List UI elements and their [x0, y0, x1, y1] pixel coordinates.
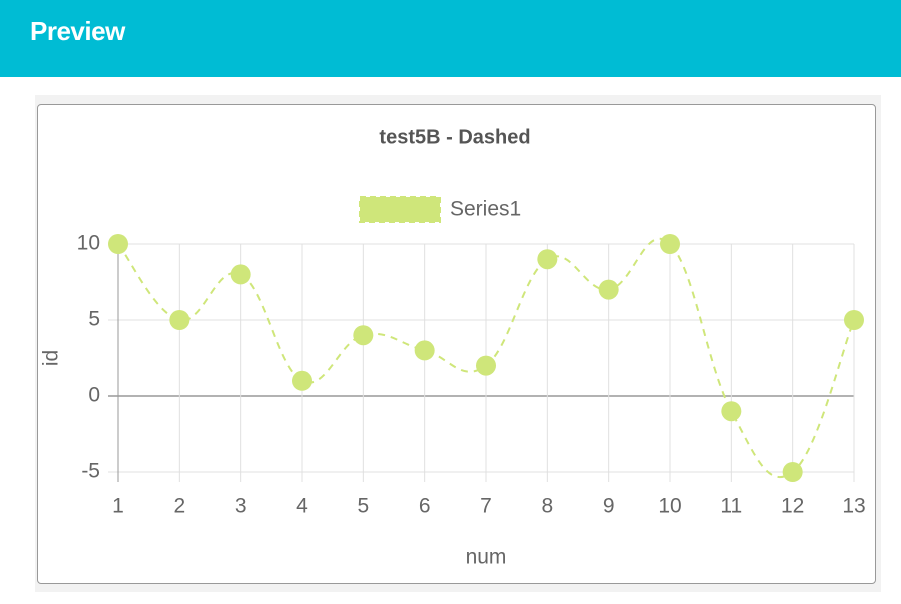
- data-point: [476, 355, 496, 376]
- chart-title: test5B - Dashed: [379, 126, 530, 148]
- x-tick-label: 11: [720, 495, 742, 518]
- x-tick-label: 1: [112, 495, 124, 518]
- y-tick-label: 10: [77, 232, 100, 255]
- data-point: [169, 310, 190, 330]
- header-title: Preview: [30, 16, 125, 46]
- data-point: [230, 264, 251, 285]
- preview-area: [35, 95, 881, 592]
- chart-panel: [37, 104, 876, 584]
- data-point: [292, 370, 312, 391]
- x-axis-label: num: [466, 546, 507, 569]
- data-point: [414, 340, 435, 361]
- header-bar: Preview: [0, 0, 901, 77]
- legend-label: Series1: [450, 198, 521, 221]
- x-tick-label: 2: [173, 495, 185, 518]
- x-tick-label: 12: [781, 495, 804, 518]
- y-tick-label: -5: [81, 460, 100, 483]
- data-point: [844, 310, 864, 330]
- x-tick-label: 3: [235, 495, 247, 518]
- series-line: [117, 237, 855, 479]
- y-tick-label: 0: [88, 384, 100, 407]
- x-tick-label: 4: [296, 495, 308, 518]
- x-tick-label: 6: [419, 495, 431, 518]
- x-tick-label: 9: [603, 495, 615, 518]
- legend-swatch: [359, 196, 441, 223]
- data-point: [108, 234, 128, 254]
- data-point: [598, 279, 619, 300]
- y-tick-label: 5: [88, 308, 100, 331]
- y-axis-label: id: [40, 350, 63, 366]
- x-tick-label: 13: [842, 495, 865, 518]
- data-point: [537, 249, 558, 270]
- x-tick-label: 5: [357, 495, 369, 518]
- data-point: [353, 325, 374, 346]
- x-tick-label: 7: [480, 495, 492, 518]
- data-point: [721, 401, 742, 422]
- data-point: [660, 234, 680, 254]
- data-point: [782, 462, 803, 482]
- x-tick-label: 10: [658, 495, 681, 518]
- x-tick-label: 8: [541, 495, 553, 518]
